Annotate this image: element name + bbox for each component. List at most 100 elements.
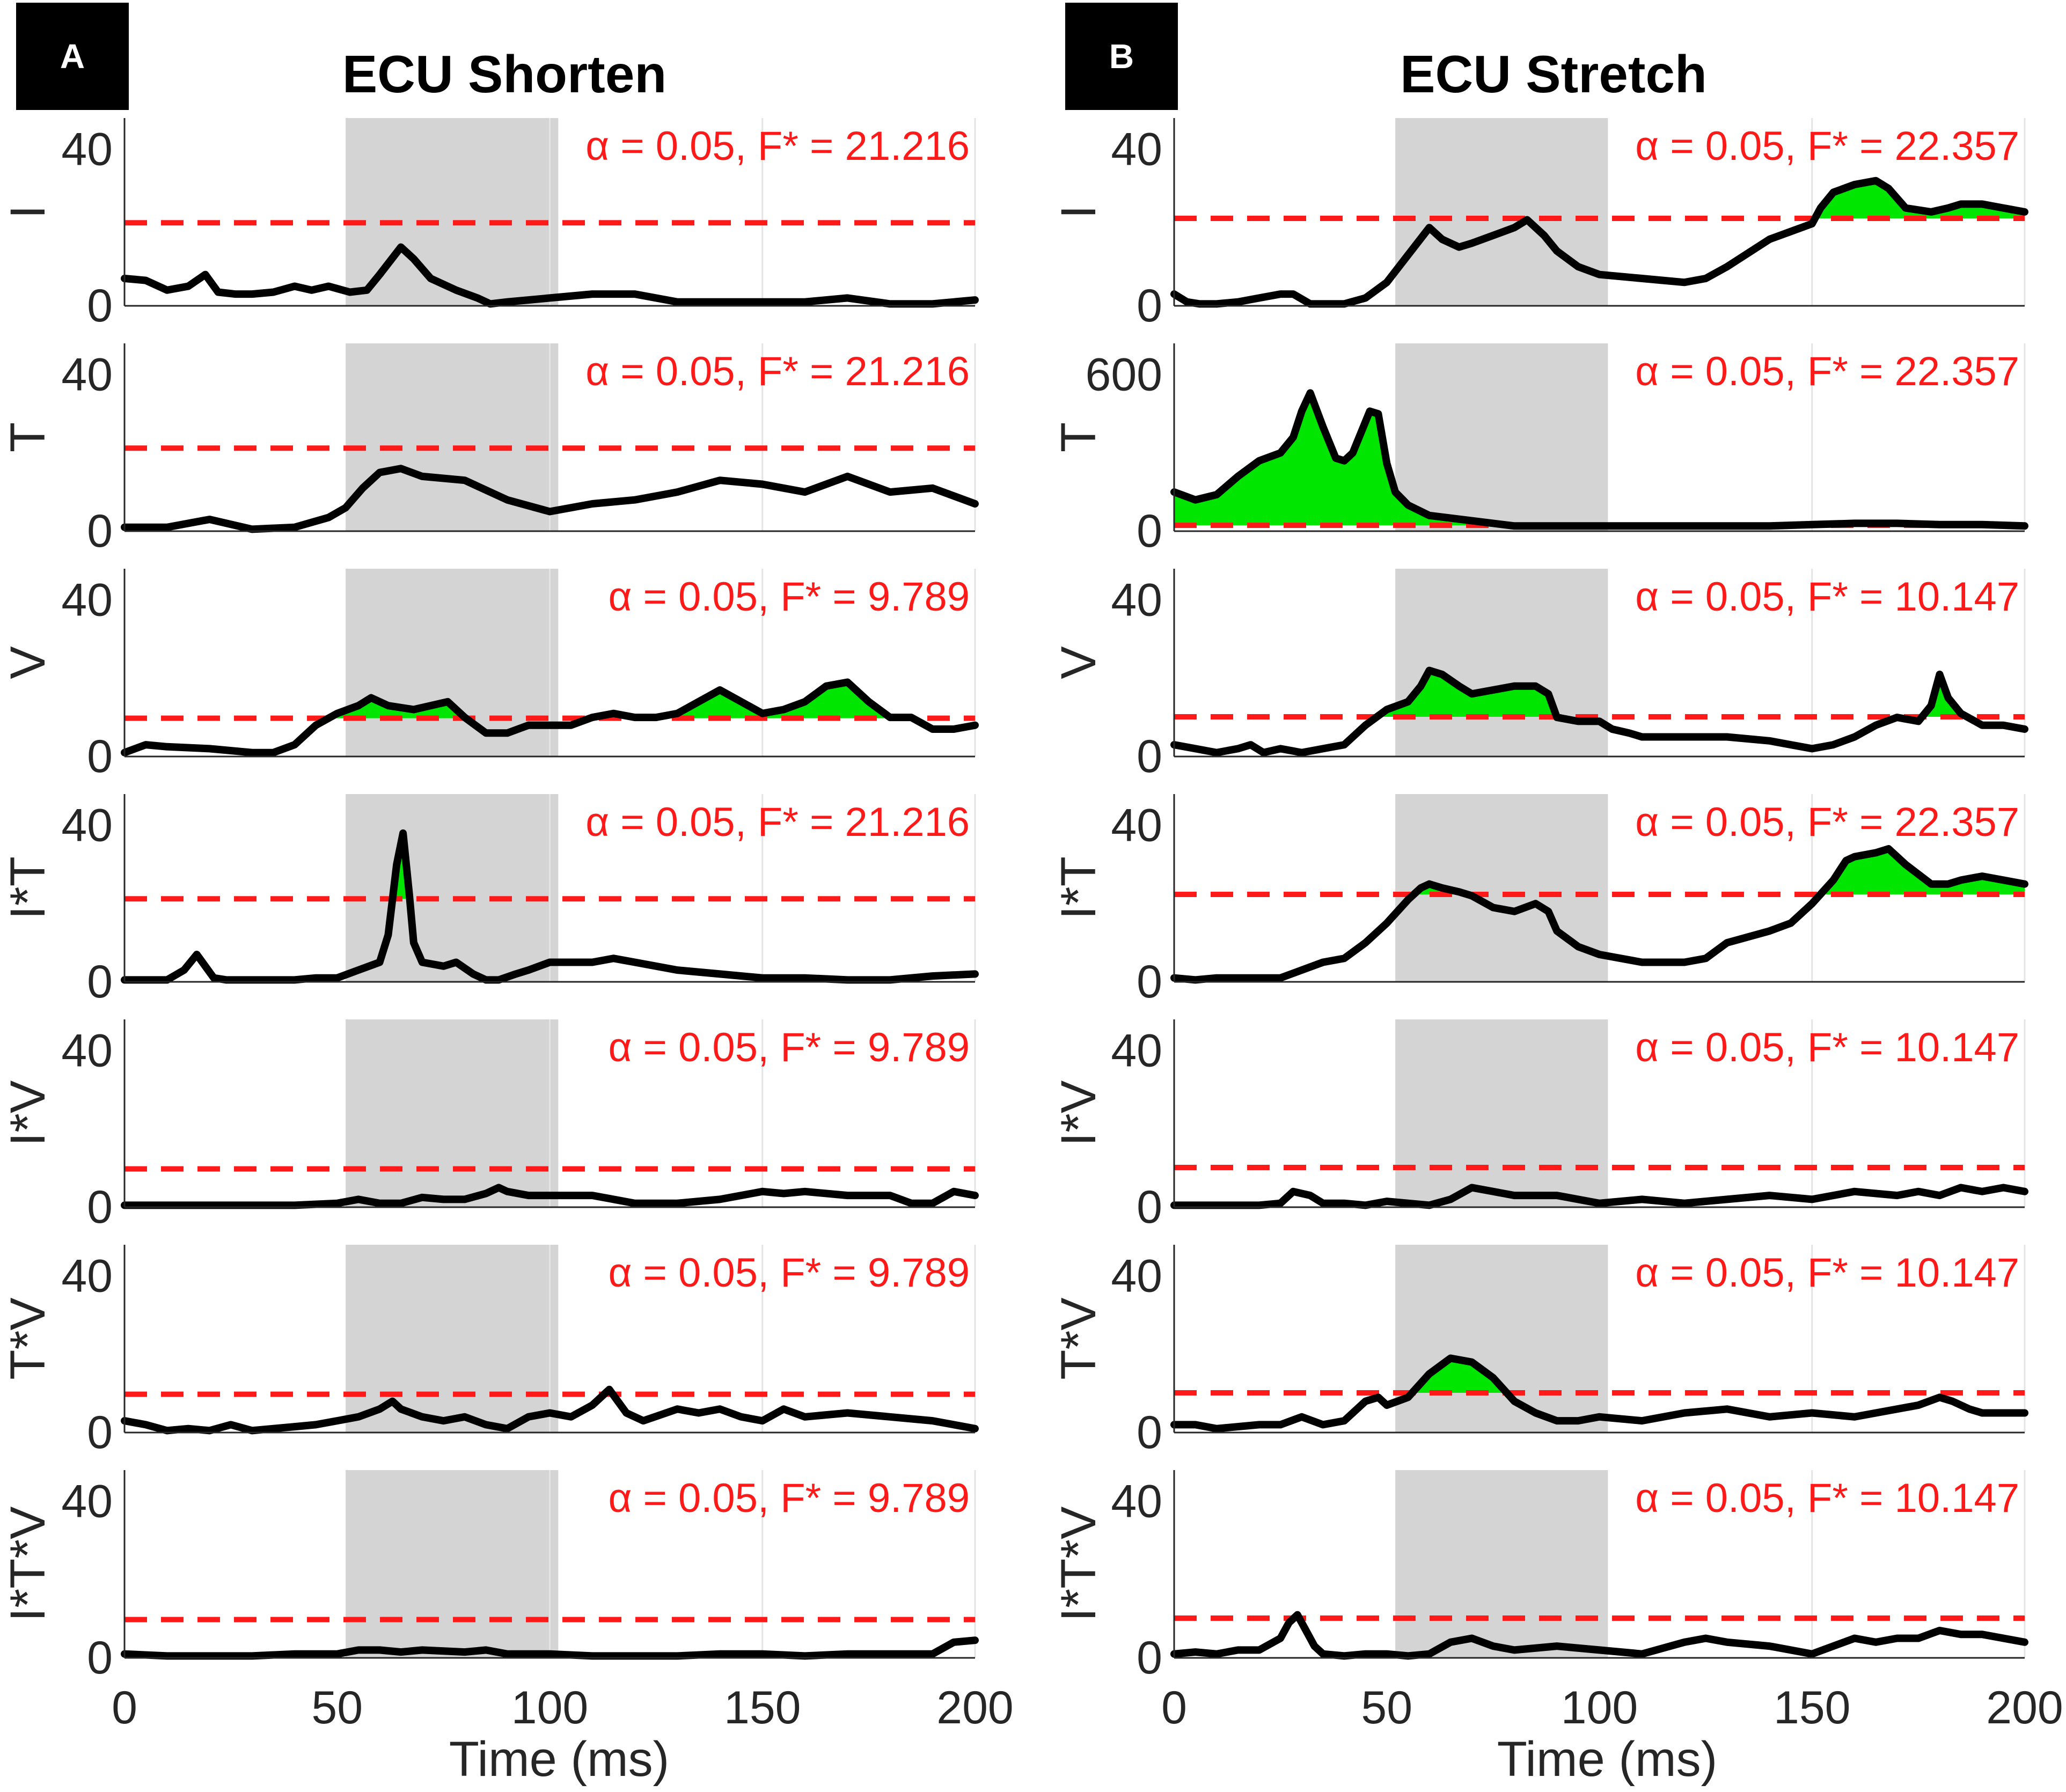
panel-a-v-ytick-0: 0	[87, 731, 113, 782]
panel-b-title: ECU Stretch	[1400, 45, 1707, 104]
panel-b-ixtxv-annotation: α = 0.05, F* = 10.147	[1635, 1475, 2019, 1521]
panel-b-i-significant-region	[1815, 180, 2025, 218]
x-axes: Time (ms) Time (ms) 0 50 100 150 200 0 50 100 15…	[112, 1682, 2063, 1787]
panel-a-ixv-ytick-40: 40	[61, 1025, 113, 1076]
panel-a-ixv-y-label: I*V	[1, 1081, 55, 1147]
panel-a-ixt-ytick-40: 40	[61, 799, 113, 851]
panel-b-ixt-significant-region	[1414, 849, 2025, 894]
panel-b-i-ytick-40: 40	[1111, 123, 1162, 175]
panel-b-header: B ECU Stretch	[1065, 3, 1707, 110]
panel-a-t-y-label: T	[1, 422, 55, 452]
panel-a-v-f-curve	[121, 678, 979, 757]
panel-b-xtick-150: 150	[1774, 1682, 1851, 1734]
panel-b-t-f-curve	[1170, 389, 2028, 530]
panel-b-v-y-label: V	[1051, 646, 1106, 679]
panel-a-ixtxv-subplot: 0 40I*T*V α = 0.05, F* = 9.789	[1, 1470, 979, 1684]
panel-a-ixtxv-shaded-window	[346, 1470, 559, 1658]
panel-b-ixv-shaded-window	[1395, 1019, 1608, 1207]
panel-b-txv-significant-region	[1412, 1358, 1506, 1393]
panel-a-ixv-ytick-0: 0	[87, 1181, 113, 1233]
panel-b-i-subplot: 0 40 Iα = 0.05, F* = 22.357	[1051, 118, 2028, 332]
panel-b-ixtxv-ytick-40: 40	[1111, 1475, 1162, 1527]
panel-a-t-ytick-40: 40	[61, 349, 113, 400]
panel-b-i-ytick-0: 0	[1137, 280, 1162, 332]
panel-b-v-shaded-window	[1395, 569, 1608, 757]
panel-b-v-f-curve	[1170, 666, 2028, 757]
panel-b-ixtxv-f-curve	[1170, 1611, 2028, 1660]
panel-b-ixt-f-curve	[1170, 845, 2028, 984]
panel-b-txv-ytick-0: 0	[1137, 1407, 1162, 1458]
panel-a-ixt-shaded-window	[346, 794, 559, 982]
panel-a-ixtxv-y-label: I*T*V	[1, 1507, 55, 1622]
panel-b-txv-ytick-40: 40	[1111, 1250, 1162, 1302]
panel-a-i-y-label: I	[1, 205, 55, 219]
panel-a-v-y-label: V	[1, 646, 55, 679]
panel-b-txv-y-label: T*V	[1051, 1297, 1106, 1379]
panel-b-t-ytick-600: 600	[1086, 349, 1163, 400]
panel-b-ixv-ytick-40: 40	[1111, 1025, 1162, 1076]
panel-a-ixv-annotation: α = 0.05, F* = 9.789	[609, 1025, 970, 1070]
panel-a-v-ytick-40: 40	[61, 574, 113, 626]
panel-a-ixt-annotation: α = 0.05, F* = 21.216	[585, 799, 970, 845]
panel-a-i-ytick-0: 0	[87, 280, 113, 332]
panel-a-ixt-y-label: I*T	[1, 856, 55, 920]
panel-a-ixtxv-annotation: α = 0.05, F* = 9.789	[609, 1475, 970, 1521]
panel-b-t-subplot: 0 600 Tα = 0.05, F* = 22.357	[1051, 343, 2028, 557]
panel-a-xtick-150: 150	[724, 1682, 801, 1734]
panel-b-ixt-y-label: I*T	[1051, 856, 1106, 920]
panel-a-txv-subplot: 0 40T*V α = 0.05, F* = 9.789	[1, 1245, 979, 1458]
panel-a-xtick-100: 100	[511, 1682, 589, 1734]
panel-a-xtick-200: 200	[936, 1682, 1014, 1734]
panel-b-v-ytick-0: 0	[1137, 731, 1162, 782]
panel-a-v-annotation: α = 0.05, F* = 9.789	[609, 574, 970, 620]
panel-a-i-ytick-40: 40	[61, 123, 113, 175]
panel-b-ixt-annotation: α = 0.05, F* = 22.357	[1635, 799, 2019, 845]
panel-a-i-f-curve	[121, 243, 979, 308]
panel-a-t-ytick-0: 0	[87, 505, 113, 557]
panel-b-xtick-50: 50	[1361, 1682, 1412, 1734]
panel-a-ixtxv-ytick-0: 0	[87, 1632, 113, 1684]
panel-b-ixv-annotation: α = 0.05, F* = 10.147	[1635, 1025, 2019, 1070]
panel-a-t-shaded-window	[346, 343, 559, 531]
panel-a-t-annotation: α = 0.05, F* = 21.216	[585, 349, 970, 394]
panel-b-ixt-ytick-40: 40	[1111, 799, 1162, 851]
panel-b-i-f-curve	[1170, 177, 2028, 308]
panel-b-ixtxv-ytick-0: 0	[1137, 1632, 1162, 1684]
panel-a-txv-f-curve	[121, 1385, 979, 1435]
panel-b-txv-subplot: 0 40T*V α = 0.05, F* = 10.147	[1051, 1245, 2028, 1458]
panel-a-i-annotation: α = 0.05, F* = 21.216	[585, 123, 970, 169]
panel-a-txv-shaded-window	[346, 1245, 559, 1433]
panel-b-ixtxv-y-label: I*T*V	[1051, 1507, 1106, 1622]
panel-b-ixv-ytick-0: 0	[1137, 1181, 1162, 1233]
panel-a-label-box	[16, 3, 129, 110]
panel-b-x-axis-label: Time (ms)	[1497, 1732, 1718, 1787]
panel-a-ixtxv-f-curve	[121, 1636, 979, 1660]
panel-b-ixt-ytick-0: 0	[1137, 956, 1162, 1008]
panel-b-i-annotation: α = 0.05, F* = 22.357	[1635, 123, 2019, 169]
panel-b-t-significant-region	[1174, 393, 2005, 526]
panel-a-letter: A	[60, 37, 85, 76]
panel-b-ixv-y-label: I*V	[1051, 1081, 1106, 1147]
panel-b-v-significant-region	[1377, 670, 1967, 717]
panel-a-ixv-shaded-window	[346, 1019, 559, 1207]
panel-a-ixt-subplot: 0 40I*T α = 0.05, F* = 21.216	[1, 794, 979, 1008]
panel-b-t-y-label: T	[1051, 422, 1106, 452]
panel-a-txv-y-label: T*V	[1, 1297, 55, 1379]
panel-a-header: A ECU Shorten	[16, 3, 666, 110]
panel-a-x-axis-label: Time (ms)	[449, 1732, 670, 1787]
panel-b-t-shaded-window	[1395, 343, 1608, 531]
panel-b-xtick-200: 200	[1986, 1682, 2063, 1734]
panel-b-t-ytick-0: 0	[1137, 505, 1162, 557]
panel-a-ixv-subplot: 0 40I*V α = 0.05, F* = 9.789	[1, 1019, 979, 1233]
panel-b-txv-f-curve	[1170, 1354, 2028, 1433]
panel-b-letter: B	[1109, 37, 1134, 76]
panel-b-ixv-subplot: 0 40I*V α = 0.05, F* = 10.147	[1051, 1019, 2028, 1233]
panel-b-xtick-100: 100	[1561, 1682, 1638, 1734]
panel-b-ixt-subplot: 0 40I*T α = 0.05, F* = 22.357	[1051, 794, 2028, 1008]
panel-b-i-y-label: I	[1051, 205, 1106, 219]
panel-a-xtick-50: 50	[311, 1682, 363, 1734]
